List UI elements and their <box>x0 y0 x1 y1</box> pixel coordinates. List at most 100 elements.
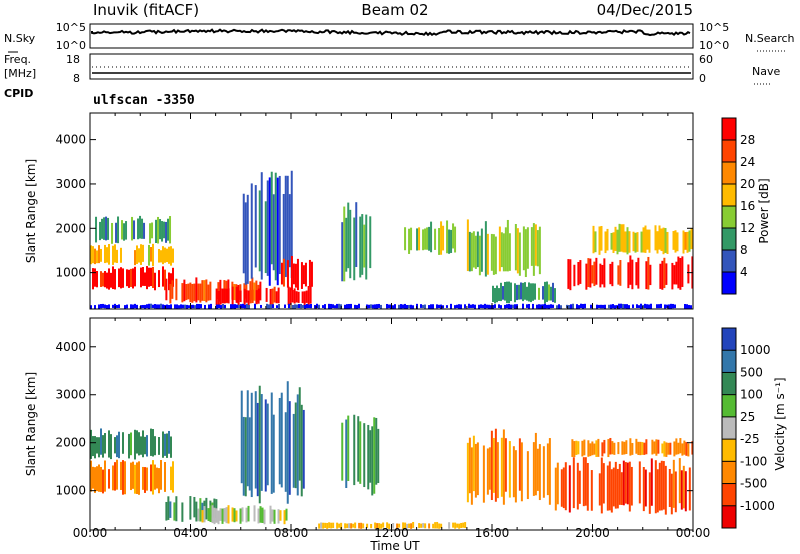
data-cell-powerData-6 <box>310 261 313 287</box>
nave-tick-top: 60 <box>699 53 713 66</box>
data-cell-velData-8 <box>620 472 623 505</box>
colorbar-tick-label: 8 <box>740 243 748 257</box>
data-cell-velData-7 <box>486 448 489 495</box>
data-cell-velData-8 <box>650 458 653 506</box>
data-cell-powerData-4 <box>277 287 280 304</box>
data-cell-velData-9 <box>607 439 610 458</box>
data-cell-powerData-3 <box>251 277 254 300</box>
data-cell-powerData-11 <box>599 263 602 288</box>
power-ylabel: Slant Range [km] <box>24 159 38 263</box>
data-cell-powerData-5 <box>272 194 275 271</box>
data-cell-powerData-13 <box>464 304 466 309</box>
data-cell-powerData-11 <box>603 258 606 288</box>
data-cell-velData-8 <box>556 462 559 505</box>
data-cell-powerData-0 <box>102 272 104 287</box>
data-cell-powerData-11 <box>569 259 572 291</box>
x-tick-label: 12:00 <box>374 526 409 540</box>
colorbar-swatch <box>722 140 736 162</box>
data-cell-powerData-8 <box>424 228 427 250</box>
data-cell-powerData-9 <box>524 229 527 278</box>
data-cell-powerData-1 <box>94 248 96 265</box>
data-cell-powerData-5 <box>260 172 263 280</box>
data-cell-velData-2 <box>181 502 184 522</box>
data-cell-velData-5 <box>406 523 409 529</box>
data-cell-velData-8 <box>608 461 611 511</box>
data-cell-powerData-13 <box>168 304 170 309</box>
data-cell-powerData-12 <box>688 230 691 252</box>
date-title: 04/Dec/2015 <box>597 1 693 19</box>
power-heatmap <box>90 170 694 309</box>
data-cell-powerData-13 <box>612 304 614 309</box>
data-cell-velData-7 <box>542 446 545 498</box>
data-cell-powerData-13 <box>504 304 506 309</box>
data-cell-powerData-6 <box>290 255 293 291</box>
data-cell-velData-1 <box>152 429 154 457</box>
data-cell-velData-4 <box>246 390 249 487</box>
data-cell-powerData-7 <box>345 217 348 272</box>
data-cell-powerData-13 <box>176 304 178 309</box>
data-cell-velData-8 <box>578 470 581 504</box>
data-cell-velData-7 <box>468 437 471 494</box>
data-cell-velData-1 <box>142 430 144 458</box>
data-cell-powerData-12 <box>682 230 685 254</box>
data-cell-powerData-13 <box>482 304 484 309</box>
data-cell-powerData-7 <box>363 224 366 268</box>
data-cell-powerData-0 <box>154 272 156 291</box>
data-cell-velData-1 <box>154 436 156 456</box>
data-cell-powerData-13 <box>440 304 442 309</box>
data-cell-powerData-0 <box>152 266 154 288</box>
data-cell-powerData-13 <box>348 303 350 309</box>
data-cell-powerData-11 <box>595 257 598 285</box>
data-cell-powerData-13 <box>266 303 268 309</box>
data-cell-velData-1 <box>130 432 132 456</box>
data-cell-powerData-13 <box>646 304 648 309</box>
data-cell-velData-7 <box>518 438 521 491</box>
data-cell-powerData-8 <box>408 228 411 254</box>
data-cell-velData-8 <box>586 462 589 511</box>
data-cell-velData-5 <box>378 523 381 529</box>
data-cell-velData-1 <box>92 436 94 457</box>
power-colorbar-label: Power [dB] <box>757 178 771 243</box>
data-cell-powerData-0 <box>94 268 96 287</box>
data-cell-powerData-13 <box>318 304 320 309</box>
data-cell-powerData-6 <box>292 263 295 285</box>
data-cell-powerData-13 <box>222 304 224 309</box>
data-cell-velData-4 <box>288 401 291 495</box>
data-cell-velData-5 <box>424 523 427 529</box>
data-cell-powerData-2 <box>149 223 152 244</box>
data-cell-velData-0 <box>150 464 152 492</box>
data-cell-powerData-11 <box>585 263 588 290</box>
data-cell-velData-8 <box>626 462 629 505</box>
data-cell-velData-3 <box>279 510 282 521</box>
data-cell-velData-5 <box>358 522 361 529</box>
data-cell-powerData-12 <box>666 231 669 255</box>
data-cell-velData-8 <box>600 457 603 514</box>
data-cell-velData-3 <box>221 508 224 524</box>
data-cell-powerData-13 <box>420 304 422 308</box>
data-cell-powerData-3 <box>187 283 190 300</box>
data-cell-powerData-13 <box>332 304 334 309</box>
data-cell-velData-6 <box>369 430 372 483</box>
data-cell-velData-4 <box>248 417 251 491</box>
data-cell-powerData-0 <box>150 267 152 287</box>
data-cell-powerData-13 <box>514 304 516 309</box>
data-cell-powerData-4 <box>255 290 258 305</box>
data-cell-powerData-2 <box>155 219 158 243</box>
data-cell-velData-8 <box>564 462 567 511</box>
data-cell-velData-7 <box>494 428 497 502</box>
data-cell-powerData-4 <box>219 288 222 305</box>
data-cell-powerData-13 <box>316 303 318 309</box>
data-cell-powerData-9 <box>480 228 483 272</box>
data-cell-powerData-13 <box>402 304 404 309</box>
data-cell-velData-9 <box>589 443 592 457</box>
data-cell-powerData-12 <box>646 229 649 250</box>
data-cell-powerData-10 <box>552 282 554 303</box>
data-cell-powerData-9 <box>484 221 487 277</box>
data-cell-powerData-13 <box>294 304 296 309</box>
data-cell-velData-6 <box>357 416 360 482</box>
data-cell-powerData-5 <box>278 175 281 275</box>
data-cell-velData-5 <box>440 523 443 529</box>
data-cell-velData-0 <box>146 467 148 491</box>
data-cell-powerData-10 <box>532 283 534 301</box>
data-cell-powerData-13 <box>666 304 668 308</box>
